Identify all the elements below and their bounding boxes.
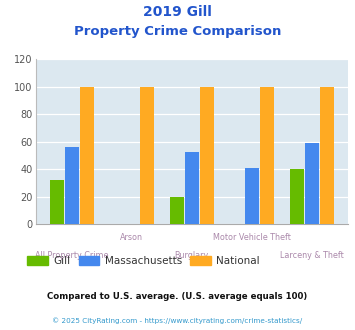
Bar <box>260 87 274 224</box>
Text: Burglary: Burglary <box>175 251 209 260</box>
Bar <box>185 151 198 224</box>
Text: Larceny & Theft: Larceny & Theft <box>280 251 344 260</box>
Text: © 2025 CityRating.com - https://www.cityrating.com/crime-statistics/: © 2025 CityRating.com - https://www.city… <box>53 317 302 324</box>
Text: All Property Crime: All Property Crime <box>35 251 108 260</box>
Bar <box>290 169 304 224</box>
Legend: Gill, Massachusetts, National: Gill, Massachusetts, National <box>23 252 264 270</box>
Bar <box>245 168 259 224</box>
Bar <box>50 181 64 224</box>
Bar <box>80 87 93 224</box>
Text: Property Crime Comparison: Property Crime Comparison <box>74 25 281 38</box>
Bar <box>170 197 184 224</box>
Text: Arson: Arson <box>120 234 143 243</box>
Bar <box>65 148 78 224</box>
Text: 2019 Gill: 2019 Gill <box>143 5 212 19</box>
Bar <box>305 143 319 224</box>
Text: Motor Vehicle Theft: Motor Vehicle Theft <box>213 234 291 243</box>
Bar <box>200 87 214 224</box>
Bar <box>320 87 334 224</box>
Text: Compared to U.S. average. (U.S. average equals 100): Compared to U.S. average. (U.S. average … <box>47 292 308 301</box>
Bar <box>140 87 154 224</box>
